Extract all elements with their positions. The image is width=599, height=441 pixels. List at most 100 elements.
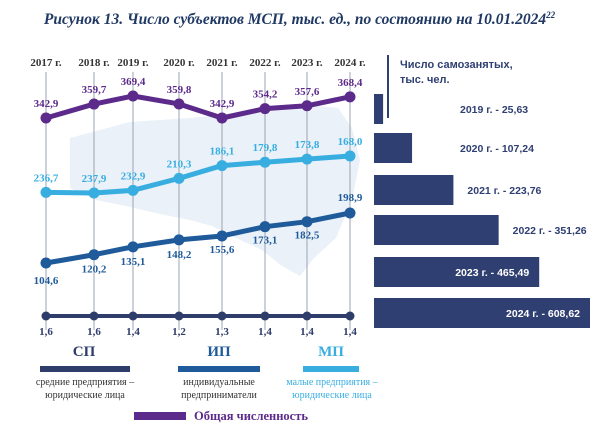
footnote-mark: 22 xyxy=(546,10,556,20)
region-map-silhouette xyxy=(70,104,360,276)
legend-ip-desc: индивидуальные предприниматели xyxy=(154,376,284,402)
point-sp xyxy=(217,311,227,321)
selfemp-bar-label: 2021 г. - 223,76 xyxy=(467,185,541,197)
series-line-ip xyxy=(45,210,351,266)
data-label-sp: 1,4 xyxy=(300,326,314,338)
legend-mp-desc: малые предприятия – юридические лица xyxy=(270,376,394,402)
selfemp-bar-label: 2023 г. - 465,49 xyxy=(455,267,529,279)
data-label-total: 354,2 xyxy=(253,89,278,101)
series-line-mp xyxy=(45,153,351,196)
data-label-mp: 237,9 xyxy=(82,173,107,185)
legend-sp-bar xyxy=(40,366,130,372)
point-ip xyxy=(88,249,100,261)
figure-title-text: Рисунок 13. Число субъектов МСП, тыс. ед… xyxy=(43,11,547,29)
point-ip xyxy=(173,234,185,246)
point-mp xyxy=(259,156,271,168)
data-label-ip: 198,9 xyxy=(338,192,363,204)
data-label-sp: 1,4 xyxy=(343,326,357,338)
series-line-total xyxy=(45,93,351,121)
data-label-ip: 173,1 xyxy=(253,235,278,247)
point-mp xyxy=(173,172,185,184)
point-mp xyxy=(127,184,139,196)
data-label-total: 359,8 xyxy=(167,84,192,96)
legend-mp-bar xyxy=(303,366,359,372)
data-label-ip: 135,1 xyxy=(121,256,146,268)
point-mp xyxy=(344,150,356,162)
data-label-mp: 232,9 xyxy=(121,170,146,182)
selfemp-bar xyxy=(374,94,384,124)
year-label: 2020 г. xyxy=(163,57,195,69)
data-label-mp: 236,7 xyxy=(34,172,59,184)
data-label-sp: 1,4 xyxy=(258,326,272,338)
data-label-mp: 173,8 xyxy=(295,139,320,151)
point-sp xyxy=(89,311,99,321)
year-label: 2024 г. xyxy=(334,57,366,69)
selfemp-bar xyxy=(374,257,540,287)
data-label-sp: 1,2 xyxy=(172,326,186,338)
data-label-total: 368,4 xyxy=(338,77,363,89)
data-label-ip: 104,6 xyxy=(34,275,59,287)
point-sp xyxy=(345,311,355,321)
point-ip xyxy=(344,207,356,219)
point-mp xyxy=(301,153,313,165)
point-sp xyxy=(41,311,51,321)
point-total xyxy=(301,100,313,112)
legend-ip-bar xyxy=(178,366,260,372)
year-label: 2019 г. xyxy=(117,57,149,69)
year-label: 2023 г. xyxy=(291,57,323,69)
point-total xyxy=(127,90,139,102)
selfemp-bar xyxy=(374,215,499,245)
legend-ip-code: ИП xyxy=(207,344,231,360)
point-total xyxy=(344,91,356,103)
data-label-sp: 1,6 xyxy=(39,326,53,338)
series-lines: 342,9 359,7 369,4 359,8 342,9 354,2 357,6 368,4… xyxy=(34,76,363,338)
data-label-sp: 1,6 xyxy=(87,326,101,338)
point-mp xyxy=(88,187,100,199)
legend-mp-desc-line1: малые предприятия – xyxy=(286,377,378,388)
selfemp-title: Число самозанятых, xyxy=(400,59,513,71)
legend-sp-code: СП xyxy=(72,344,96,360)
point-total xyxy=(216,112,228,124)
figure-title: Рисунок 13. Число субъектов МСП, тыс. ед… xyxy=(0,10,599,29)
data-label-total: 357,6 xyxy=(295,86,320,98)
data-label-mp: 168,0 xyxy=(338,136,363,148)
selfemp-title-line2: тыс. чел. xyxy=(400,74,450,86)
year-grid: 2017 г. 2018 г. 2019 г. 2020 г. 2021 г. 2022 … xyxy=(30,57,366,330)
data-label-total: 342,9 xyxy=(34,98,59,110)
year-label: 2021 г. xyxy=(206,57,238,69)
legend-mp-desc-line2: юридические лица xyxy=(292,390,372,401)
legend-ip-desc-line1: индивидуальные xyxy=(183,377,255,388)
selfemp-bar-label: 2022 г. - 351,26 xyxy=(513,225,587,237)
data-label-mp: 186,1 xyxy=(210,146,235,158)
legend-mp-code: МП xyxy=(318,344,344,360)
point-ip xyxy=(216,230,228,242)
point-ip xyxy=(40,257,52,269)
selfemployed-bars: Число самозанятых, тыс. чел. 2019 г. - 25,… xyxy=(374,55,590,328)
point-ip xyxy=(259,221,271,233)
point-sp xyxy=(260,311,270,321)
data-label-ip: 155,6 xyxy=(210,244,235,256)
point-mp xyxy=(216,160,228,172)
selfemp-bar-label: 2020 г. - 107,24 xyxy=(460,143,534,155)
point-total xyxy=(88,98,100,110)
point-total xyxy=(173,98,185,110)
point-sp xyxy=(128,311,138,321)
selfemp-bar xyxy=(374,133,413,163)
point-total xyxy=(259,103,271,115)
data-label-sp: 1,4 xyxy=(126,326,140,338)
selfemp-bar xyxy=(374,298,590,328)
data-label-total: 342,9 xyxy=(210,98,235,110)
legend-sp-desc-line2: юридические лица xyxy=(45,390,125,401)
data-label-mp: 179,8 xyxy=(253,142,278,154)
legend-sp-desc: средние предприятия – юридические лица xyxy=(20,376,150,402)
data-label-sp: 1,3 xyxy=(215,326,229,338)
year-label: 2018 г. xyxy=(78,57,110,69)
point-sp xyxy=(174,311,184,321)
data-label-ip: 120,2 xyxy=(82,264,107,276)
year-label: 2017 г. xyxy=(30,57,62,69)
legend-ip-desc-line2: предприниматели xyxy=(181,390,257,401)
selfemp-bar-label: 2024 г. - 608,62 xyxy=(506,308,580,320)
data-label-total: 359,7 xyxy=(82,84,107,96)
point-sp xyxy=(302,311,312,321)
